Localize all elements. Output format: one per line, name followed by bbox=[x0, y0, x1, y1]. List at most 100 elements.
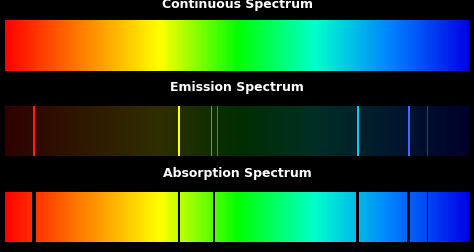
Bar bbox=[467, 20, 468, 71]
Bar bbox=[351, 106, 352, 156]
Bar bbox=[282, 106, 283, 156]
Bar bbox=[273, 106, 274, 156]
Bar bbox=[411, 192, 412, 242]
Bar bbox=[79, 192, 80, 242]
Bar bbox=[288, 20, 289, 71]
Bar bbox=[447, 192, 448, 242]
Bar bbox=[402, 106, 403, 156]
Bar bbox=[433, 20, 434, 71]
Bar bbox=[66, 106, 67, 156]
Bar bbox=[165, 20, 166, 71]
Bar bbox=[239, 20, 240, 71]
Bar bbox=[222, 20, 223, 71]
Bar bbox=[209, 20, 210, 71]
Bar bbox=[16, 192, 17, 242]
Bar bbox=[18, 20, 19, 71]
Bar bbox=[53, 192, 54, 242]
Bar bbox=[419, 20, 420, 71]
Bar bbox=[355, 192, 356, 242]
Bar bbox=[357, 106, 359, 156]
Bar bbox=[156, 192, 157, 242]
Bar bbox=[49, 192, 50, 242]
Bar bbox=[52, 20, 53, 71]
Bar bbox=[444, 20, 445, 71]
Bar bbox=[102, 106, 103, 156]
Bar bbox=[381, 20, 382, 71]
Bar bbox=[450, 106, 451, 156]
Bar bbox=[187, 106, 188, 156]
Bar bbox=[265, 20, 266, 71]
Bar bbox=[440, 192, 441, 242]
Bar bbox=[453, 192, 454, 242]
Bar bbox=[394, 20, 395, 71]
Bar bbox=[331, 20, 332, 71]
Bar bbox=[293, 20, 294, 71]
Bar bbox=[52, 106, 53, 156]
Bar bbox=[369, 106, 370, 156]
Bar bbox=[361, 192, 362, 242]
Bar bbox=[406, 106, 407, 156]
Bar bbox=[203, 192, 204, 242]
Bar bbox=[194, 106, 195, 156]
Bar bbox=[298, 106, 299, 156]
Bar bbox=[292, 106, 293, 156]
Bar bbox=[453, 20, 454, 71]
Bar bbox=[162, 20, 163, 71]
Bar bbox=[43, 192, 44, 242]
Bar bbox=[24, 106, 25, 156]
Bar bbox=[379, 192, 380, 242]
Bar bbox=[392, 192, 393, 242]
Bar bbox=[334, 20, 335, 71]
Bar bbox=[297, 192, 298, 242]
Bar bbox=[133, 20, 134, 71]
Bar bbox=[191, 106, 192, 156]
Bar bbox=[100, 20, 101, 71]
Bar bbox=[178, 192, 179, 242]
Bar bbox=[464, 106, 465, 156]
Bar bbox=[275, 106, 276, 156]
Bar bbox=[449, 192, 450, 242]
Bar bbox=[140, 192, 141, 242]
Bar bbox=[181, 106, 182, 156]
Bar bbox=[316, 20, 317, 71]
Bar bbox=[79, 20, 80, 71]
Bar bbox=[306, 192, 307, 242]
Bar bbox=[86, 192, 87, 242]
Bar bbox=[114, 106, 115, 156]
Bar bbox=[262, 192, 263, 242]
Bar bbox=[56, 192, 57, 242]
Bar bbox=[200, 192, 201, 242]
Bar bbox=[439, 20, 440, 71]
Bar bbox=[427, 106, 428, 156]
Bar bbox=[120, 106, 121, 156]
Bar bbox=[111, 106, 112, 156]
Bar bbox=[117, 192, 118, 242]
Bar bbox=[164, 106, 165, 156]
Bar bbox=[92, 20, 93, 71]
Bar bbox=[158, 106, 159, 156]
Bar bbox=[247, 20, 248, 71]
Bar bbox=[238, 20, 239, 71]
Bar bbox=[408, 106, 410, 156]
Bar bbox=[209, 192, 210, 242]
Bar bbox=[165, 192, 166, 242]
Bar bbox=[427, 20, 428, 71]
Bar bbox=[415, 192, 416, 242]
Bar bbox=[214, 20, 215, 71]
Bar bbox=[38, 106, 39, 156]
Bar bbox=[200, 106, 201, 156]
Bar bbox=[131, 20, 132, 71]
Bar bbox=[111, 192, 112, 242]
Bar bbox=[418, 106, 419, 156]
Bar bbox=[150, 192, 151, 242]
Bar bbox=[253, 106, 254, 156]
Bar bbox=[387, 106, 388, 156]
Bar bbox=[457, 192, 458, 242]
Bar bbox=[66, 20, 67, 71]
Bar bbox=[211, 192, 212, 242]
Bar bbox=[15, 192, 16, 242]
Bar bbox=[318, 20, 319, 71]
Bar bbox=[415, 106, 416, 156]
Bar bbox=[204, 192, 205, 242]
Bar bbox=[129, 106, 130, 156]
